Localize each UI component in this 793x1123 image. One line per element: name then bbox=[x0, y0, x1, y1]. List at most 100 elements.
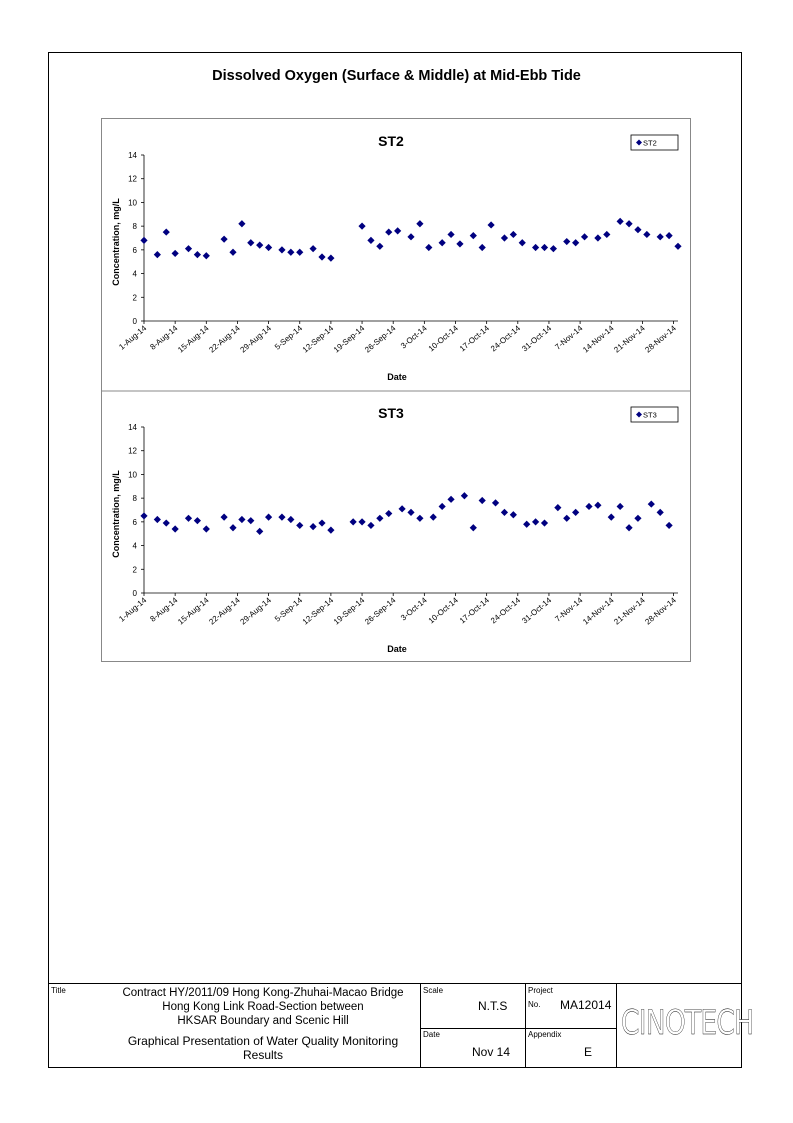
data-point bbox=[193, 517, 201, 525]
data-point bbox=[229, 524, 237, 532]
legend-label: ST3 bbox=[643, 411, 657, 420]
chart-panel-0: ST2 ST2 0 2 4 6 8 10 12 14 Concentration, mg/L 1-Au… bbox=[111, 133, 682, 382]
x-tick-label: 28-Nov-14 bbox=[643, 323, 678, 354]
appendix-label: Appendix bbox=[528, 1030, 562, 1039]
legend-marker bbox=[636, 139, 642, 146]
data-point bbox=[220, 513, 228, 521]
data-point bbox=[540, 519, 549, 527]
data-point bbox=[318, 519, 326, 527]
x-axis-label: Date bbox=[387, 644, 407, 654]
x-tick-label: 26-Sep-14 bbox=[363, 595, 398, 626]
data-point bbox=[398, 505, 406, 513]
x-tick-label: 10-Oct-14 bbox=[427, 595, 460, 625]
data-point bbox=[394, 227, 402, 235]
data-point bbox=[309, 523, 317, 531]
data-point bbox=[256, 527, 264, 535]
x-tick-label: 22-Aug-14 bbox=[207, 595, 242, 626]
chart-title: ST3 bbox=[378, 405, 404, 421]
data-point bbox=[523, 520, 531, 528]
data-point bbox=[407, 233, 415, 241]
data-point bbox=[256, 241, 264, 249]
data-point bbox=[616, 217, 624, 225]
data-point bbox=[487, 221, 495, 229]
page-frame bbox=[48, 52, 742, 1068]
y-tick-label: 14 bbox=[128, 423, 137, 432]
contract-title-line2: Hong Kong Link Road-Section between bbox=[162, 1001, 364, 1013]
data-point bbox=[385, 228, 393, 236]
scale-label: Scale bbox=[423, 986, 444, 995]
data-point bbox=[540, 243, 549, 252]
data-point bbox=[247, 239, 255, 247]
data-point bbox=[634, 226, 642, 234]
x-tick-label: 26-Sep-14 bbox=[363, 323, 398, 354]
data-point bbox=[327, 254, 335, 262]
scale-value: N.T.S bbox=[478, 999, 508, 1013]
data-point bbox=[594, 501, 602, 509]
data-point bbox=[603, 230, 611, 239]
chart-legend: ST3 bbox=[630, 406, 679, 423]
data-point bbox=[438, 502, 446, 511]
title-label: Title bbox=[51, 986, 66, 995]
x-tick-label: 3-Oct-14 bbox=[399, 323, 429, 350]
legend-box bbox=[630, 134, 679, 151]
data-point bbox=[407, 508, 415, 516]
x-tick-label: 17-Oct-14 bbox=[458, 595, 491, 625]
data-point bbox=[287, 248, 295, 256]
data-point bbox=[580, 233, 589, 241]
x-tick-label: 19-Sep-14 bbox=[332, 323, 367, 354]
date-value: Nov 14 bbox=[472, 1045, 511, 1059]
data-point bbox=[447, 495, 455, 503]
y-tick-label: 10 bbox=[128, 470, 137, 479]
data-point bbox=[376, 514, 384, 522]
data-point bbox=[478, 496, 486, 505]
x-tick-label: 21-Nov-14 bbox=[612, 595, 647, 626]
y-tick-label: 12 bbox=[128, 175, 137, 184]
data-point bbox=[220, 235, 228, 243]
y-tick-label: 4 bbox=[133, 270, 138, 279]
chart-legend: ST2 bbox=[630, 134, 679, 151]
x-tick-label: 14-Nov-14 bbox=[581, 323, 616, 354]
data-point bbox=[674, 242, 682, 250]
data-point bbox=[416, 514, 424, 522]
data-point bbox=[184, 514, 193, 522]
x-tick-label: 15-Aug-14 bbox=[176, 595, 211, 626]
data-point bbox=[265, 513, 273, 521]
data-point bbox=[572, 239, 580, 247]
data-point bbox=[563, 237, 571, 246]
x-tick-label: 10-Oct-14 bbox=[427, 323, 460, 353]
data-point bbox=[656, 508, 664, 516]
y-tick-label: 0 bbox=[133, 589, 138, 598]
data-point bbox=[416, 220, 424, 228]
data-point bbox=[278, 513, 286, 521]
x-tick-label: 15-Aug-14 bbox=[176, 323, 211, 354]
date-label: Date bbox=[423, 1030, 440, 1039]
drawing-title-line1: Graphical Presentation of Water Quality … bbox=[127, 1034, 399, 1048]
data-point bbox=[460, 492, 468, 500]
y-axis-label: Concentration, mg/L bbox=[111, 198, 121, 286]
data-point bbox=[296, 248, 304, 256]
data-point bbox=[238, 515, 246, 524]
chart-container: ST2 ST2 0 2 4 6 8 10 12 14 Concentration, mg/L 1-Au… bbox=[101, 118, 691, 662]
data-point bbox=[229, 248, 237, 256]
x-tick-label: 22-Aug-14 bbox=[207, 323, 242, 354]
chart-title: ST2 bbox=[378, 133, 404, 149]
data-point bbox=[265, 243, 273, 252]
data-point bbox=[318, 253, 326, 261]
data-point bbox=[572, 508, 580, 516]
x-axis-label: Date bbox=[387, 372, 407, 382]
data-point bbox=[491, 499, 500, 507]
data-point bbox=[478, 243, 486, 252]
data-point bbox=[456, 240, 464, 248]
y-tick-label: 8 bbox=[133, 222, 138, 231]
chart-panel-1: ST3 ST3 0 2 4 6 8 10 12 14 Concentration, mg/L 1-Au… bbox=[111, 405, 679, 654]
data-point bbox=[554, 504, 562, 512]
x-tick-label: 19-Sep-14 bbox=[332, 595, 367, 626]
x-tick-label: 31-Oct-14 bbox=[520, 595, 553, 625]
data-point bbox=[625, 524, 633, 532]
x-tick-label: 12-Sep-14 bbox=[301, 595, 336, 626]
contract-title-line1: Contract HY/2011/09 Hong Kong-Zhuhai-Mac… bbox=[122, 987, 404, 999]
data-point bbox=[162, 228, 170, 236]
legend-marker bbox=[636, 411, 642, 418]
x-tick-label: 21-Nov-14 bbox=[612, 323, 647, 354]
data-point bbox=[202, 525, 210, 533]
